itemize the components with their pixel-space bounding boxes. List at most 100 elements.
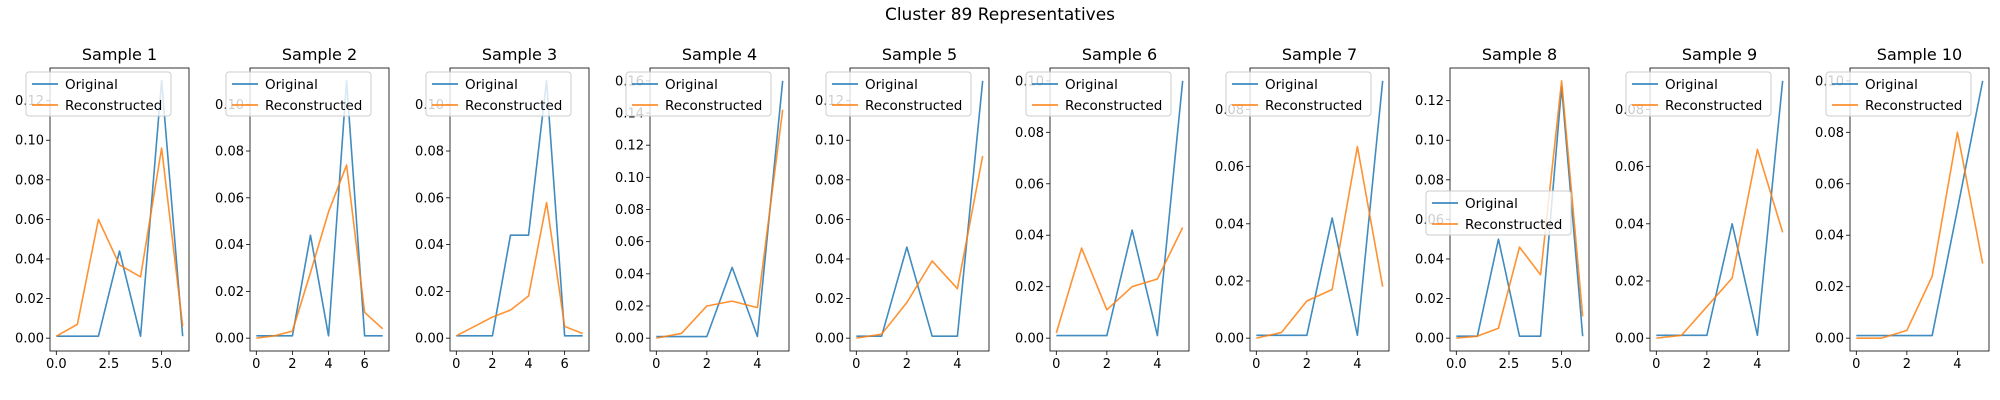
y-tick-label: 0.10 bbox=[815, 134, 844, 149]
x-tick-label: 0 bbox=[452, 357, 460, 372]
y-tick-label: 0.04 bbox=[615, 267, 644, 282]
subplot-title: Sample 10 bbox=[1877, 45, 1962, 64]
y-tick-label: 0.04 bbox=[15, 252, 44, 267]
legend-label: Original bbox=[1065, 77, 1118, 93]
series-line-reconstructed bbox=[455, 201, 583, 337]
legend-label: Reconstructed bbox=[1865, 98, 1962, 114]
subplot-title: Sample 4 bbox=[682, 45, 757, 64]
y-tick-label: 0.12 bbox=[1415, 94, 1444, 109]
series-line-reconstructed bbox=[856, 155, 984, 339]
x-tick-label: 5.0 bbox=[151, 357, 172, 372]
y-tick-label: 0.02 bbox=[615, 299, 644, 314]
axes-frame bbox=[49, 67, 190, 352]
y-tick-label: 0.00 bbox=[1015, 332, 1044, 347]
subplot-title: Sample 5 bbox=[882, 45, 957, 64]
subplot-title: Sample 1 bbox=[82, 45, 157, 64]
x-tick-label: 4 bbox=[953, 357, 961, 372]
legend-label: Original bbox=[265, 77, 318, 93]
y-tick-label: 0.08 bbox=[1815, 126, 1844, 141]
x-tick-label: 4 bbox=[1353, 357, 1361, 372]
legend-label: Original bbox=[1265, 77, 1318, 93]
series-line-reconstructed bbox=[1055, 227, 1184, 334]
subplot-title: Sample 8 bbox=[1482, 45, 1557, 64]
y-tick-label: 0.06 bbox=[1015, 177, 1044, 192]
legend: Original Reconstructed bbox=[425, 71, 572, 117]
subplot-title: Sample 2 bbox=[282, 45, 357, 64]
subplot-1: Sample 1 0.0 2.5 5.0 0.00 0.02 0.04 0.06 0.08 0.1… bbox=[15, 45, 190, 372]
y-tick-label: 0.04 bbox=[815, 252, 844, 267]
axes-frame bbox=[1249, 67, 1390, 352]
y-tick-label: 0.00 bbox=[1615, 332, 1644, 347]
axes-frame bbox=[1049, 67, 1190, 352]
series-line-original bbox=[456, 80, 583, 337]
legend-label: Reconstructed bbox=[465, 98, 562, 114]
y-tick-label: 0.08 bbox=[615, 203, 644, 218]
y-tick-label: 0.04 bbox=[1415, 252, 1444, 267]
x-tick-label: 5.0 bbox=[1551, 357, 1572, 372]
series-line-original bbox=[856, 80, 984, 337]
legend-box bbox=[425, 71, 572, 117]
legend-label: Reconstructed bbox=[65, 98, 162, 114]
y-tick-label: 0.00 bbox=[15, 332, 44, 347]
y-tick-label: 0.02 bbox=[1615, 274, 1644, 289]
y-tick-label: 0.04 bbox=[215, 238, 244, 253]
legend: Original Reconstructed bbox=[625, 71, 772, 117]
axes-frame bbox=[1849, 67, 1990, 352]
legend: Original Reconstructed bbox=[225, 71, 372, 117]
y-tick-label: 0.06 bbox=[1615, 160, 1644, 175]
subplot-7: Sample 70240.000.020.040.060.08OriginalR… bbox=[1215, 45, 1390, 372]
subplot-8: Sample 80.02.55.00.000.020.040.060.080.1… bbox=[1415, 45, 1590, 372]
x-tick-label: 6 bbox=[560, 357, 568, 372]
series-line-original bbox=[1856, 80, 1984, 337]
x-tick-label: 2 bbox=[1103, 357, 1111, 372]
y-tick-label: 0.00 bbox=[1415, 332, 1444, 347]
axes-frame bbox=[849, 67, 990, 352]
legend: Original Reconstructed bbox=[1625, 71, 1772, 117]
x-tick-label: 2 bbox=[903, 357, 911, 372]
legend: Original Reconstructed bbox=[1025, 71, 1172, 117]
legend: Original Reconstructed bbox=[1825, 71, 1972, 117]
x-tick-label: 0 bbox=[1852, 357, 1860, 372]
subplot-9: Sample 90240.000.020.040.060.08OriginalR… bbox=[1615, 45, 1790, 372]
x-tick-label: 2 bbox=[288, 357, 296, 372]
x-tick-label: 4 bbox=[1753, 357, 1761, 372]
x-tick-label: 4 bbox=[324, 357, 332, 372]
subplot-2: Sample 202460.000.020.040.060.080.10Orig… bbox=[215, 45, 390, 372]
subplot-title: Sample 7 bbox=[1282, 45, 1357, 64]
legend-label: Reconstructed bbox=[1265, 98, 1362, 114]
x-tick-label: 0 bbox=[852, 357, 860, 372]
y-tick-label: 0.02 bbox=[1815, 280, 1844, 295]
legend-box bbox=[1225, 71, 1372, 117]
legend-box bbox=[25, 71, 172, 117]
y-tick-label: 0.00 bbox=[1815, 332, 1844, 347]
y-tick-label: 0.04 bbox=[1015, 229, 1044, 244]
y-tick-label: 0.04 bbox=[415, 238, 444, 253]
legend-label: Original bbox=[865, 77, 918, 93]
y-tick-label: 0.06 bbox=[615, 235, 644, 250]
x-tick-label: 2 bbox=[488, 357, 496, 372]
y-tick-label: 0.10 bbox=[15, 134, 44, 149]
legend-label: Reconstructed bbox=[1465, 217, 1562, 233]
series-line-original bbox=[1656, 80, 1784, 337]
legend-label: Original bbox=[465, 77, 518, 93]
y-tick-label: 0.08 bbox=[1415, 173, 1444, 188]
y-tick-label: 0.08 bbox=[215, 145, 244, 160]
legend: Original Reconstructed bbox=[25, 71, 172, 117]
legend-box bbox=[825, 71, 972, 117]
series-line-original bbox=[56, 80, 184, 337]
legend-box bbox=[1025, 71, 1172, 117]
legend-box bbox=[1625, 71, 1772, 117]
x-tick-label: 2 bbox=[1903, 357, 1911, 372]
y-tick-label: 0.06 bbox=[815, 213, 844, 228]
y-tick-label: 0.02 bbox=[215, 285, 244, 300]
y-tick-label: 0.02 bbox=[1415, 292, 1444, 307]
legend-label: Reconstructed bbox=[265, 98, 362, 114]
legend-label: Reconstructed bbox=[665, 98, 762, 114]
y-tick-label: 0.12 bbox=[615, 139, 644, 154]
subplot-5: Sample 50240.000.020.040.060.080.100.12O… bbox=[815, 45, 990, 372]
y-tick-label: 0.00 bbox=[215, 332, 244, 347]
x-tick-label: 2 bbox=[1703, 357, 1711, 372]
subplot-title: Sample 3 bbox=[482, 45, 557, 64]
legend-box bbox=[625, 71, 772, 117]
